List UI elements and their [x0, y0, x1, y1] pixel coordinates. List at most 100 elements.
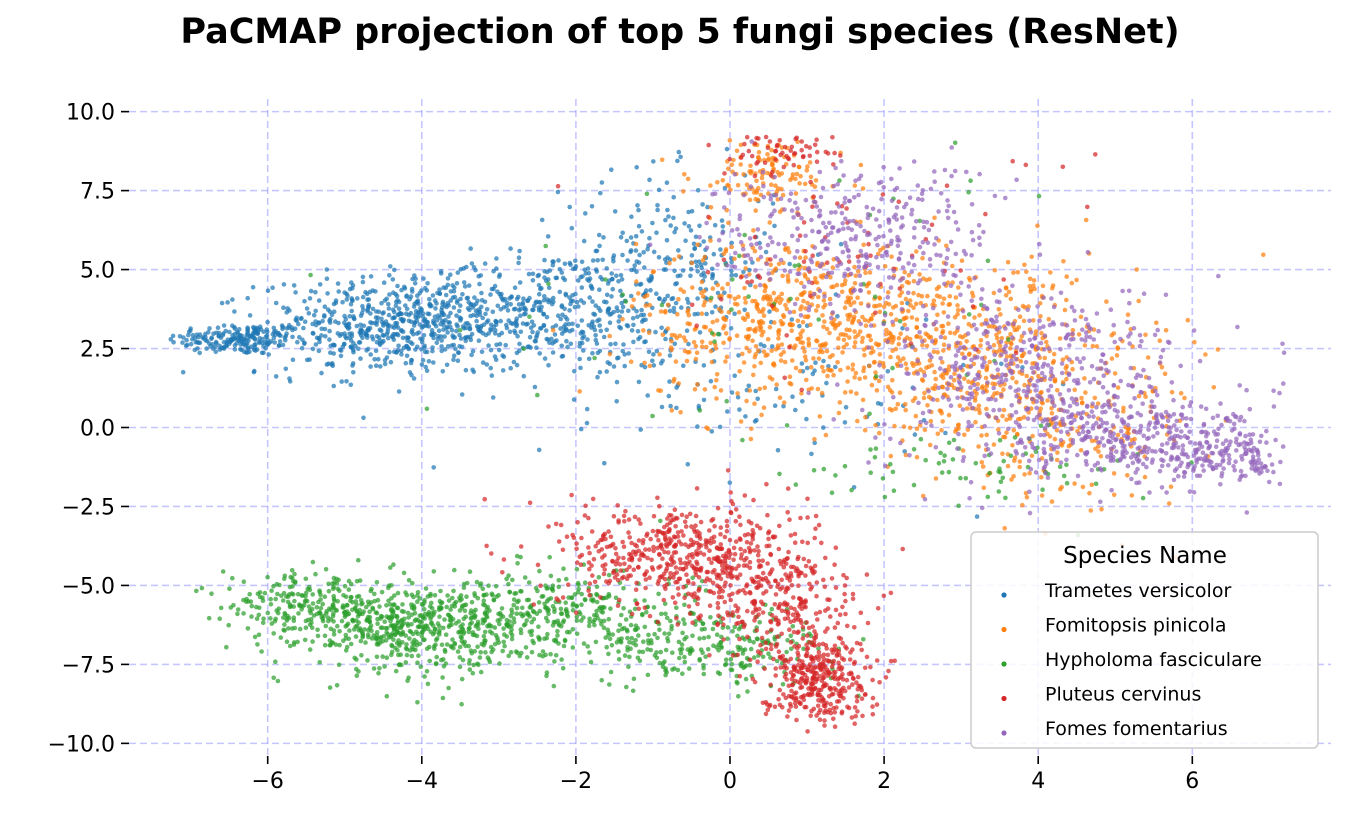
data-point: [444, 642, 450, 647]
data-point: [420, 630, 425, 635]
data-point: [831, 372, 836, 378]
data-point: [753, 344, 759, 349]
data-point: [594, 599, 600, 605]
data-point: [754, 302, 760, 308]
data-point: [404, 646, 410, 652]
data-point: [730, 277, 735, 282]
data-point: [645, 638, 651, 643]
data-point: [857, 376, 862, 382]
data-point: [704, 311, 709, 317]
data-point: [658, 388, 663, 394]
data-point: [335, 281, 341, 286]
data-point: [383, 319, 389, 324]
data-point: [574, 567, 580, 572]
data-point: [812, 535, 817, 541]
data-point: [669, 347, 674, 353]
data-point: [840, 604, 845, 610]
data-point: [1074, 277, 1079, 283]
data-point: [684, 555, 690, 560]
data-point: [507, 329, 513, 335]
data-point: [741, 172, 746, 177]
data-point: [1054, 428, 1060, 433]
data-point: [661, 267, 667, 272]
data-point: [704, 425, 709, 430]
data-point: [252, 330, 257, 335]
data-point: [217, 616, 222, 621]
data-point: [513, 306, 518, 312]
data-point: [619, 277, 625, 282]
data-point: [673, 300, 679, 306]
data-point: [209, 591, 214, 596]
data-point: [523, 645, 529, 650]
data-point: [892, 423, 897, 429]
data-point: [694, 263, 700, 269]
data-point: [732, 296, 738, 302]
data-point: [553, 653, 559, 658]
data-point: [779, 186, 784, 192]
data-point: [759, 175, 765, 181]
data-point: [920, 342, 925, 348]
data-point: [384, 630, 389, 635]
data-point: [665, 207, 670, 213]
data-point: [754, 628, 759, 633]
data-point: [700, 202, 705, 207]
data-point: [313, 319, 318, 324]
data-point: [666, 550, 671, 555]
data-point: [712, 384, 717, 390]
data-point: [776, 345, 781, 351]
data-point: [731, 157, 736, 163]
data-point: [382, 361, 388, 367]
data-point: [496, 274, 502, 279]
data-point: [852, 375, 857, 380]
data-point: [895, 355, 901, 360]
data-point: [631, 297, 636, 303]
data-point: [742, 647, 748, 652]
data-point: [348, 382, 354, 388]
data-point: [848, 295, 854, 301]
data-point: [538, 583, 543, 588]
data-point: [836, 345, 841, 351]
data-point: [596, 232, 602, 238]
data-point: [467, 569, 473, 574]
data-point: [689, 524, 694, 529]
data-point: [932, 369, 937, 375]
data-point: [753, 326, 759, 332]
data-point: [830, 265, 836, 270]
data-point: [374, 633, 380, 638]
data-point: [601, 299, 607, 305]
data-point: [343, 334, 348, 339]
data-point: [757, 323, 763, 329]
data-point: [220, 569, 226, 574]
data-point: [547, 554, 552, 560]
data-point: [660, 664, 666, 670]
data-point: [484, 362, 490, 367]
data-point: [808, 322, 813, 328]
data-point: [757, 525, 763, 531]
data-point: [903, 361, 909, 367]
data-point: [805, 496, 810, 502]
data-point: [600, 257, 605, 263]
data-point: [888, 354, 893, 360]
data-point: [599, 677, 604, 683]
data-point: [723, 331, 729, 336]
data-point: [785, 510, 790, 515]
data-point: [290, 334, 295, 340]
data-point: [695, 382, 700, 387]
data-point: [342, 614, 348, 620]
data-point: [414, 629, 419, 635]
data-point: [876, 251, 881, 257]
data-point: [333, 642, 339, 647]
data-point: [433, 637, 439, 643]
data-point: [880, 360, 886, 366]
data-point: [319, 614, 325, 620]
data-point: [891, 488, 897, 494]
data-point: [685, 307, 691, 313]
data-point: [551, 259, 556, 265]
data-point: [499, 330, 505, 336]
data-point: [462, 639, 468, 645]
data-point: [845, 379, 850, 384]
data-point: [255, 591, 261, 597]
data-point: [487, 629, 493, 634]
data-point: [395, 620, 401, 626]
data-point: [616, 649, 621, 654]
